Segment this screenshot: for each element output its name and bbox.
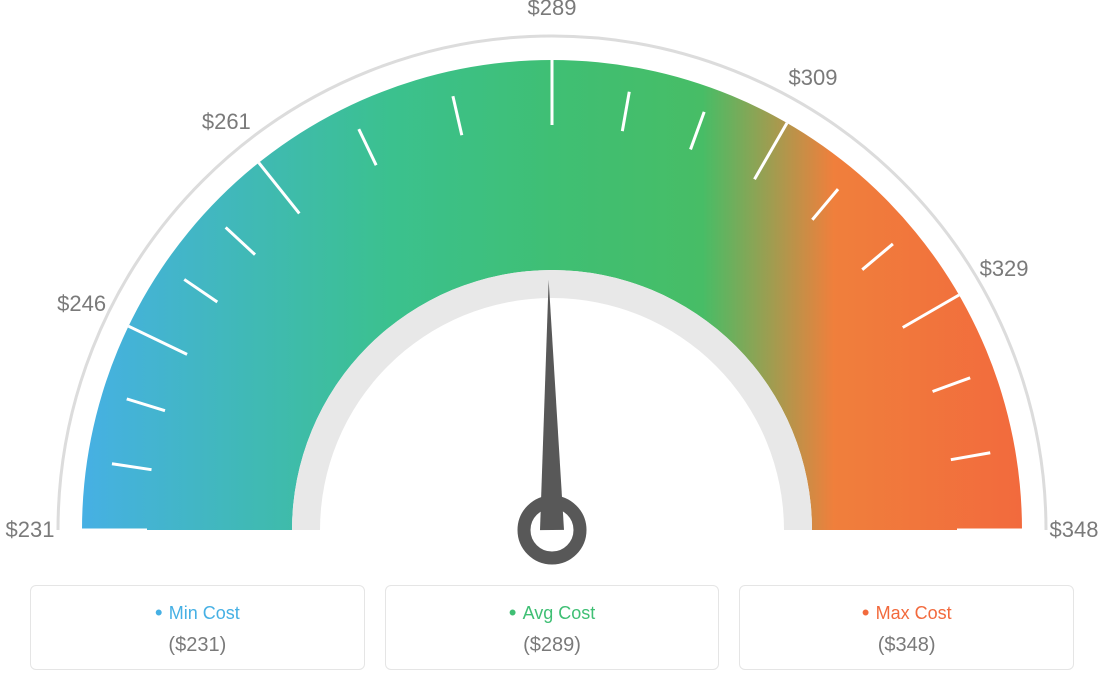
gauge-tick-label: $231 <box>6 517 55 543</box>
gauge-tick-label: $309 <box>789 65 838 91</box>
legend-title-max: Max Cost <box>740 600 1073 626</box>
legend-value-min: ($231) <box>31 634 364 657</box>
legend-title-min: Min Cost <box>31 600 364 626</box>
gauge-tick-label: $246 <box>57 291 106 317</box>
gauge-tick-label: $329 <box>980 256 1029 282</box>
legend-card-avg: Avg Cost ($289) <box>385 585 720 670</box>
legend-value-max: ($348) <box>740 634 1073 657</box>
legend-card-max: Max Cost ($348) <box>739 585 1074 670</box>
legend-title-avg: Avg Cost <box>386 600 719 626</box>
gauge-svg <box>0 0 1104 570</box>
cost-gauge: $231 $246 $261 $289 $309 $329 $348 <box>0 0 1104 570</box>
legend: Min Cost ($231) Avg Cost ($289) Max Cost… <box>0 585 1104 670</box>
gauge-tick-label: $348 <box>1050 517 1099 543</box>
gauge-tick-label: $261 <box>202 109 251 135</box>
legend-card-min: Min Cost ($231) <box>30 585 365 670</box>
gauge-tick-label: $289 <box>528 0 577 21</box>
legend-value-avg: ($289) <box>386 634 719 657</box>
